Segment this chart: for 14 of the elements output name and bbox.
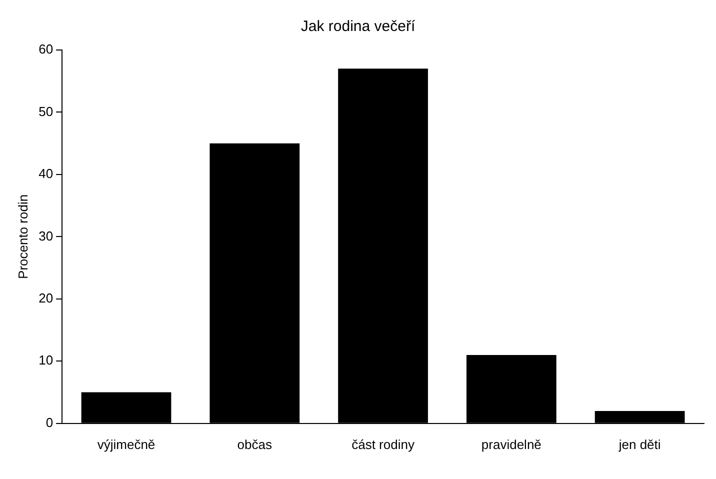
y-tick-label: 60 <box>38 42 54 57</box>
chart-title: Jak rodina večeří <box>300 18 416 36</box>
y-tick-label: 50 <box>38 104 54 119</box>
y-tick-label: 40 <box>38 166 54 182</box>
x-tick-label: občas <box>237 436 272 452</box>
y-axis-title: Procento rodin <box>15 194 30 279</box>
x-tick-label: jen děti <box>618 436 661 452</box>
x-tick-label: pravidelně <box>481 436 542 452</box>
y-tick-label: 10 <box>38 352 54 368</box>
x-tick-label: část rodiny <box>352 436 415 452</box>
x-tick-label: výjimečně <box>97 436 156 452</box>
y-tick-label: 20 <box>38 290 54 306</box>
y-tick-label: 0 <box>46 414 54 430</box>
y-tick-label: 30 <box>38 228 54 244</box>
